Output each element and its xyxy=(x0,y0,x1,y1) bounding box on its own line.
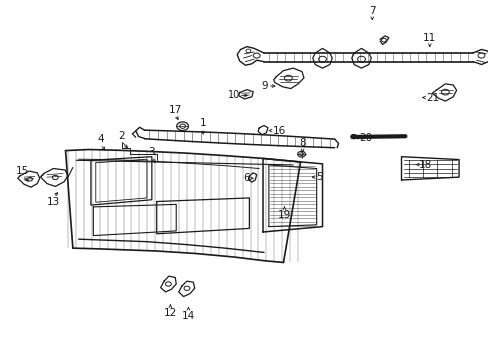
Text: 20: 20 xyxy=(358,133,371,143)
Text: 7: 7 xyxy=(368,6,375,16)
Text: 10: 10 xyxy=(228,90,240,100)
Text: 15: 15 xyxy=(16,166,29,176)
Text: 14: 14 xyxy=(182,311,195,321)
Text: 8: 8 xyxy=(299,138,305,148)
Text: 3: 3 xyxy=(148,147,155,157)
Text: 4: 4 xyxy=(97,134,104,144)
Text: 21: 21 xyxy=(426,93,439,103)
Text: 18: 18 xyxy=(418,159,431,170)
Text: 13: 13 xyxy=(47,197,60,207)
Text: 11: 11 xyxy=(422,33,435,43)
Text: 2: 2 xyxy=(118,131,124,141)
Text: 5: 5 xyxy=(316,172,323,182)
Text: 12: 12 xyxy=(163,309,177,318)
Text: 9: 9 xyxy=(261,81,267,91)
Text: 16: 16 xyxy=(272,126,285,135)
Text: 1: 1 xyxy=(199,118,206,128)
Text: 17: 17 xyxy=(168,105,182,115)
Text: 6: 6 xyxy=(242,173,249,183)
Text: 19: 19 xyxy=(277,211,290,220)
